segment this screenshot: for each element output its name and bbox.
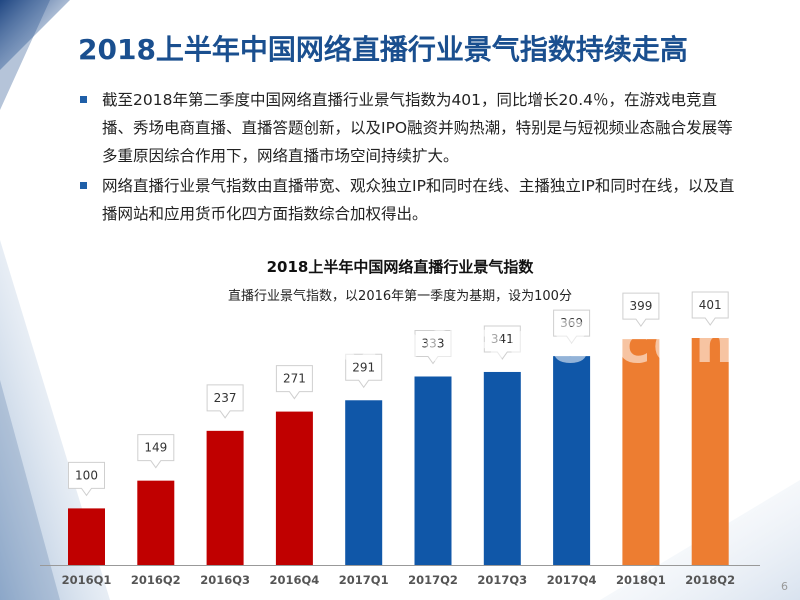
data-label-box [345, 353, 383, 389]
bar [275, 411, 313, 565]
slide-title: 2018上半年中国网络直播行业景气指数持续走高 [78, 33, 688, 66]
data-label-box [137, 434, 175, 469]
chart-subtitle: 直播行业景气指数，以2016年第一季度为基期，设为100分 [228, 289, 572, 304]
bar [622, 339, 660, 565]
x-tick-label: 2016Q1 [62, 573, 112, 587]
bullet-square-icon [80, 182, 87, 189]
x-tick-label: 2018Q1 [616, 573, 666, 587]
data-label-box [68, 461, 105, 497]
data-label: 271 [283, 372, 306, 386]
x-tick-label: 2016Q2 [131, 573, 181, 587]
data-label: 401 [699, 298, 722, 312]
data-label: 369 [560, 316, 583, 330]
x-tick-label: 2017Q1 [339, 573, 389, 587]
bar [137, 480, 175, 565]
data-label: 100 [75, 468, 98, 482]
bullet-square-icon [80, 96, 87, 103]
bar [345, 400, 383, 565]
data-label-box [275, 365, 313, 400]
data-label: 237 [214, 391, 237, 405]
data-label: 399 [629, 299, 652, 313]
x-tick-label: 2017Q4 [547, 573, 597, 587]
bullet-text: 网络直播行业景气指数由直播带宽、观众独立IP和同时在线、主播独立IP和同时在线，… [102, 177, 735, 223]
data-label-box [483, 325, 521, 360]
data-label: 149 [144, 441, 167, 455]
bullet-item: 网络直播行业景气指数由直播带宽、观众独立IP和同时在线、主播独立IP和同时在线，… [78, 172, 738, 228]
bar [68, 508, 105, 565]
bullet-text: 截至2018年第二季度中国网络直播行业景气指数为401，同比增长20.4％，在游… [102, 91, 733, 165]
data-label-box [622, 292, 660, 327]
bar [553, 356, 591, 565]
bullet-item: 截至2018年第二季度中国网络直播行业景气指数为401，同比增长20.4％，在游… [78, 86, 738, 170]
chart-title: 2018上半年中国网络直播行业景气指数 [266, 258, 534, 276]
bar [206, 430, 244, 565]
bar [414, 376, 452, 565]
data-label-box [414, 329, 452, 365]
bar [691, 338, 729, 565]
x-tick-label: 2016Q3 [200, 573, 250, 587]
data-label: 291 [352, 360, 375, 374]
data-label: 341 [491, 332, 514, 346]
data-label-box [206, 384, 244, 419]
page-number: 6 [781, 580, 788, 593]
x-tick-label: 2018Q2 [685, 573, 735, 587]
x-tick-label: 2017Q2 [408, 573, 458, 587]
x-tick-label: 2017Q3 [477, 573, 527, 587]
bar [483, 371, 521, 565]
data-label-box [553, 309, 591, 344]
bullet-list: 截至2018年第二季度中国网络直播行业景气指数为401，同比增长20.4％，在游… [78, 86, 738, 228]
data-label-box [691, 291, 729, 326]
x-tick-label: 2016Q4 [270, 573, 320, 587]
data-label: 333 [422, 336, 445, 350]
